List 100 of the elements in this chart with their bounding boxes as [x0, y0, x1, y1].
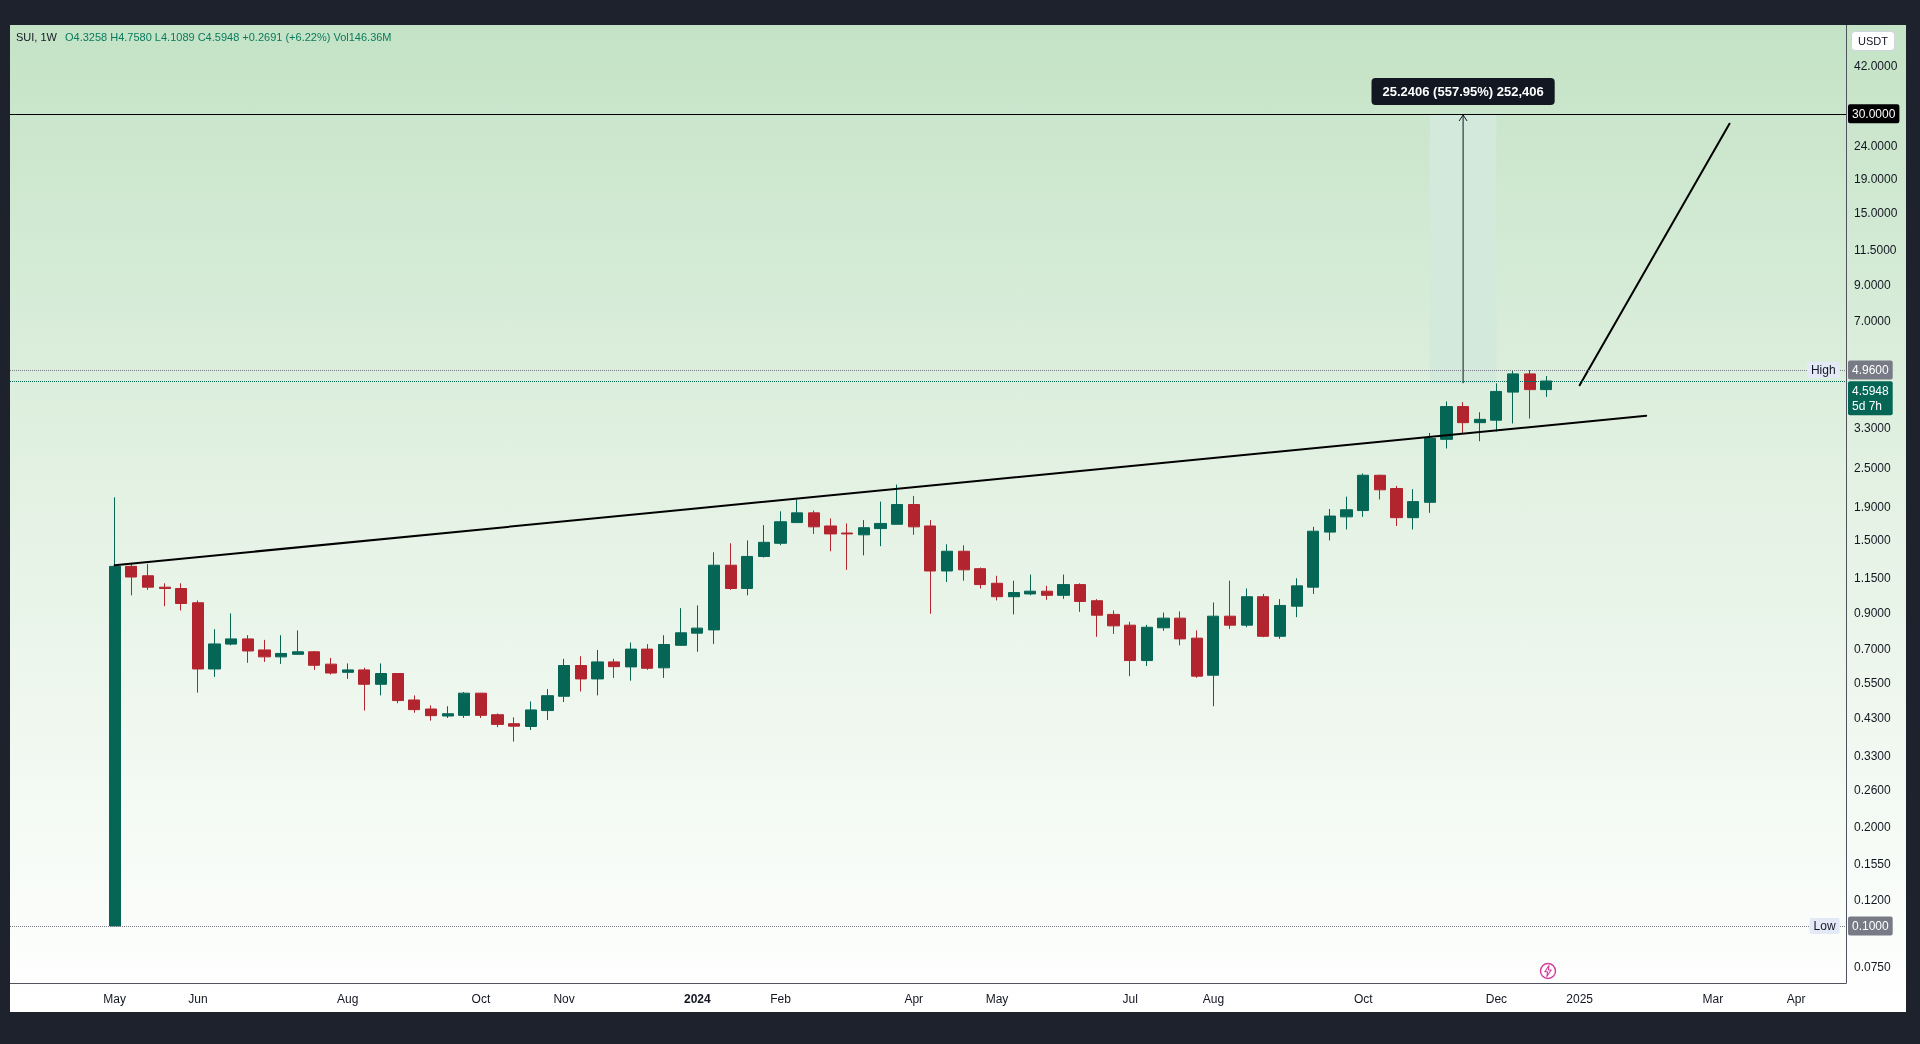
candlestick: [508, 716, 520, 743]
candlestick: [725, 542, 737, 591]
candlestick: [375, 662, 387, 696]
candlestick: [109, 496, 121, 927]
y-tick-label: 0.2600: [1854, 782, 1892, 797]
candlestick: [841, 522, 853, 571]
y-tick-label: 0.7000: [1854, 641, 1892, 656]
candlestick: [591, 649, 604, 696]
candlestick: [208, 628, 221, 678]
y-tick-label: 0.3300: [1854, 748, 1892, 763]
candlestick: [675, 607, 687, 647]
candlestick: [1124, 621, 1136, 677]
y-tick-label: 24.0000: [1854, 138, 1898, 153]
candlestick: [974, 567, 986, 589]
candlestick: [658, 634, 670, 679]
candlestick: [824, 517, 837, 552]
y-tick-label: 0.4300: [1854, 711, 1892, 726]
x-tick-label: Jun: [188, 992, 208, 1006]
candlestick: [1057, 574, 1070, 600]
candlestick: [891, 484, 903, 525]
candlestick: [1457, 401, 1469, 435]
candlestick: [608, 658, 620, 679]
annotation: High: [1810, 363, 1836, 378]
y-tick-label: 0.2000: [1854, 820, 1892, 835]
candlestick: [125, 563, 137, 596]
candlestick: [741, 539, 753, 596]
candlestick: [1024, 574, 1036, 596]
x-tick-label: Apr: [904, 992, 924, 1006]
candlestick: [924, 519, 936, 615]
candlestick: [225, 612, 237, 646]
candlestick: [575, 655, 587, 693]
candlestick: [541, 688, 554, 721]
y-tick-label: 2.5000: [1854, 460, 1892, 475]
candlestick: [325, 657, 337, 675]
x-tick-label: 2025: [1566, 992, 1594, 1006]
x-tick-label: Aug: [1202, 992, 1225, 1006]
candlestick: [358, 667, 370, 712]
candlestick: [1407, 488, 1419, 530]
candlestick: [1524, 369, 1536, 420]
candlestick: [1440, 400, 1453, 450]
x-tick-label: Jul: [1122, 992, 1138, 1006]
candlestick: [625, 642, 637, 682]
candlestick: [958, 544, 970, 582]
x-tick-label: May: [985, 992, 1009, 1006]
candlestick: [758, 524, 770, 559]
candlestick: [641, 643, 653, 671]
candlestick: [808, 510, 820, 535]
candlestick: [941, 543, 953, 583]
candlestick: [1107, 609, 1120, 635]
candlestick: [159, 582, 171, 607]
y-tick-label: 11.5000: [1854, 243, 1897, 258]
candlestick: [1074, 582, 1086, 613]
text: SUI, 1W: [16, 31, 57, 43]
candlestick: [874, 501, 887, 547]
candlestick: [1307, 526, 1319, 595]
candlestick: [691, 604, 703, 653]
candlestick: [1424, 432, 1436, 514]
candlestick: [292, 629, 304, 656]
candlestick: [791, 498, 803, 524]
candlestick: [1474, 411, 1486, 442]
candlestick: [242, 634, 254, 664]
x-tick-label: Mar: [1702, 992, 1724, 1006]
x-tick-label: Oct: [1353, 992, 1374, 1006]
candlestick: [275, 634, 287, 665]
candlestick: [342, 662, 354, 680]
y-tick-label: 0.1200: [1854, 893, 1892, 908]
candlestick: [142, 563, 154, 591]
candlestick: [1241, 588, 1253, 628]
ref-line-label: 0.1000: [1852, 918, 1890, 933]
candlestick: [1340, 496, 1353, 530]
ref-line-label: 30.0000: [1852, 106, 1896, 121]
candlestick: [392, 672, 404, 704]
data-label: 25.2406 (557.95%) 252,406: [1382, 83, 1544, 99]
candlestick: [1191, 629, 1203, 679]
candlestick: [1207, 601, 1219, 707]
candlestick: [1390, 485, 1403, 527]
y-tick-label: 7.0000: [1854, 314, 1892, 329]
y-tick-label: 9.0000: [1854, 278, 1892, 293]
x-tick-label: Aug: [337, 992, 359, 1006]
y-tick-label: 0.9000: [1854, 606, 1892, 621]
candlestick: [458, 691, 470, 719]
candlestick: [1257, 593, 1269, 638]
y-tick-label: 0.1550: [1854, 856, 1892, 871]
candlestick: [442, 705, 454, 719]
candlestick: [558, 658, 570, 703]
candlestick: [1041, 585, 1053, 601]
candlestick: [308, 650, 320, 671]
y-tick-label: 19.0000: [1854, 171, 1898, 186]
candlestick: [475, 692, 487, 719]
x-tick-label: Oct: [471, 992, 491, 1006]
y-tick-label: 0.5500: [1854, 676, 1892, 691]
x-tick-label: Dec: [1485, 992, 1508, 1006]
candlestick: [408, 694, 420, 714]
candlestick: [1324, 508, 1336, 541]
candlestick: [192, 599, 204, 694]
candlestick: [258, 639, 271, 663]
candlestick: [774, 510, 787, 546]
x-tick-label: 2024: [683, 992, 711, 1006]
x-tick-label: Apr: [1786, 992, 1806, 1006]
y-tick-label: 1.9000: [1854, 499, 1892, 514]
